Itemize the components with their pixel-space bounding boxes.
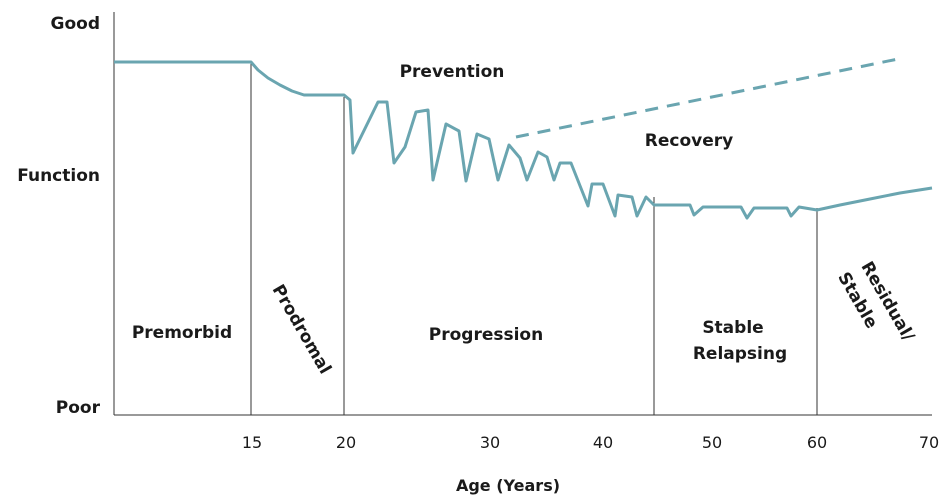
phase-prodromal: Prodromal	[268, 281, 335, 377]
x-tick-20: 20	[336, 433, 356, 452]
x-tick-30: 30	[480, 433, 500, 452]
y-label-good: Good	[51, 14, 100, 34]
function-course-line	[114, 60, 933, 220]
y-label-function: Function	[17, 166, 100, 186]
phase-stable-relapsing-line2: Relapsing	[693, 344, 787, 364]
phase-stable-relapsing-line1: Stable	[702, 318, 763, 338]
annotation-recovery: Recovery	[645, 131, 733, 151]
x-axis-title: Age (Years)	[456, 476, 560, 495]
x-tick-60: 60	[807, 433, 827, 452]
phase-progression: Progression	[429, 325, 543, 345]
recovery-trajectory-dashed	[515, 56, 904, 139]
x-tick-50: 50	[702, 433, 722, 452]
annotation-prevention: Prevention	[400, 62, 505, 82]
phase-premorbid: Premorbid	[132, 323, 232, 343]
x-tick-70: 70	[919, 433, 939, 452]
x-tick-40: 40	[593, 433, 613, 452]
x-tick-15: 15	[242, 433, 262, 452]
y-label-poor: Poor	[56, 398, 101, 418]
